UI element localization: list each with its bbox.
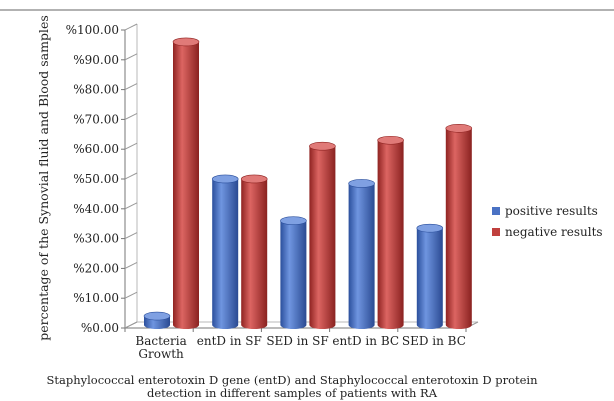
y-tick-diagonal: [124, 172, 138, 180]
bar-1-2: [309, 141, 336, 329]
y-tick-diagonal: [124, 83, 138, 91]
bar-1-3: [377, 135, 404, 329]
bar-top: [172, 37, 200, 47]
x-axis-title-line-2: detection in different samples of patien…: [147, 386, 438, 400]
bar-top: [445, 124, 473, 133]
bar-body: [377, 140, 404, 329]
bar-top: [309, 141, 336, 151]
y-tick-diagonal: [124, 202, 138, 210]
legend-swatch-0: [492, 207, 500, 215]
axes: %0.00 %10.00 %20.00 %30.00 %40.00 %50.00 %60.0…: [66, 23, 479, 335]
bar-0-1: [211, 174, 239, 329]
bar-top: [143, 311, 171, 321]
legend-label-1: negative results: [505, 225, 603, 239]
y-tick-diagonal: [124, 321, 138, 329]
y-tick-label: %100.00: [66, 23, 119, 37]
bars: [143, 37, 473, 330]
y-tick-label: %0.00: [81, 321, 119, 335]
bar-top: [348, 179, 375, 188]
y-tick-diagonal: [124, 142, 138, 150]
bar-body: [241, 178, 268, 329]
y-tick-diagonal: [124, 112, 138, 120]
bar-body: [445, 128, 472, 329]
y-tick-diagonal: [124, 23, 138, 31]
bar-top: [280, 216, 307, 225]
y-tick-label: %90.00: [73, 53, 119, 67]
legend-label-0: positive results: [505, 204, 598, 218]
bar-top: [416, 223, 444, 233]
bar-body: [348, 183, 375, 329]
bar-top: [240, 174, 268, 184]
bar-0-3: [348, 179, 375, 329]
x-category-label: SED in BC: [402, 334, 466, 348]
y-tick-diagonal: [124, 232, 138, 240]
legend: positive results negative results: [492, 204, 603, 239]
x-category-label: SED in SF: [266, 334, 328, 348]
bar-body: [309, 146, 336, 329]
y-tick-label: %20.00: [73, 261, 119, 275]
legend-swatch-1: [492, 228, 500, 236]
bar-0-4: [416, 223, 444, 329]
x-category-label: entD in SF: [197, 334, 262, 348]
y-tick-label: %70.00: [73, 112, 119, 126]
bar-1-0: [172, 37, 200, 330]
x-category-label: entD in BC: [332, 334, 399, 348]
x-category-label: Bacteria: [135, 334, 186, 348]
bar-body: [212, 178, 239, 329]
bar-body: [280, 220, 307, 329]
y-tick-diagonal: [124, 291, 138, 299]
y-tick-label: %10.00: [73, 291, 119, 305]
bar-body: [416, 228, 443, 329]
bar-1-1: [240, 174, 268, 329]
y-tick-label: %30.00: [73, 232, 119, 246]
bar-1-4: [445, 124, 473, 329]
y-tick-label: %80.00: [73, 83, 119, 97]
y-tick-label: %50.00: [73, 172, 119, 186]
y-tick-label: %60.00: [73, 142, 119, 156]
bar-0-2: [280, 216, 307, 329]
x-axis-title-line-1: Staphylococcal enterotoxin D gene (entD)…: [46, 373, 538, 387]
bar-body: [173, 41, 199, 330]
y-tick-diagonal: [124, 261, 138, 269]
y-tick-label: %40.00: [73, 202, 119, 216]
x-category-label: Growth: [138, 347, 184, 361]
y-tick-diagonal: [124, 53, 138, 61]
bar-top: [377, 135, 404, 145]
y-axis-title: percentage of the Synovial fluid and Blo…: [36, 15, 51, 341]
bar-0-0: [143, 311, 171, 329]
bar-top: [211, 174, 239, 184]
